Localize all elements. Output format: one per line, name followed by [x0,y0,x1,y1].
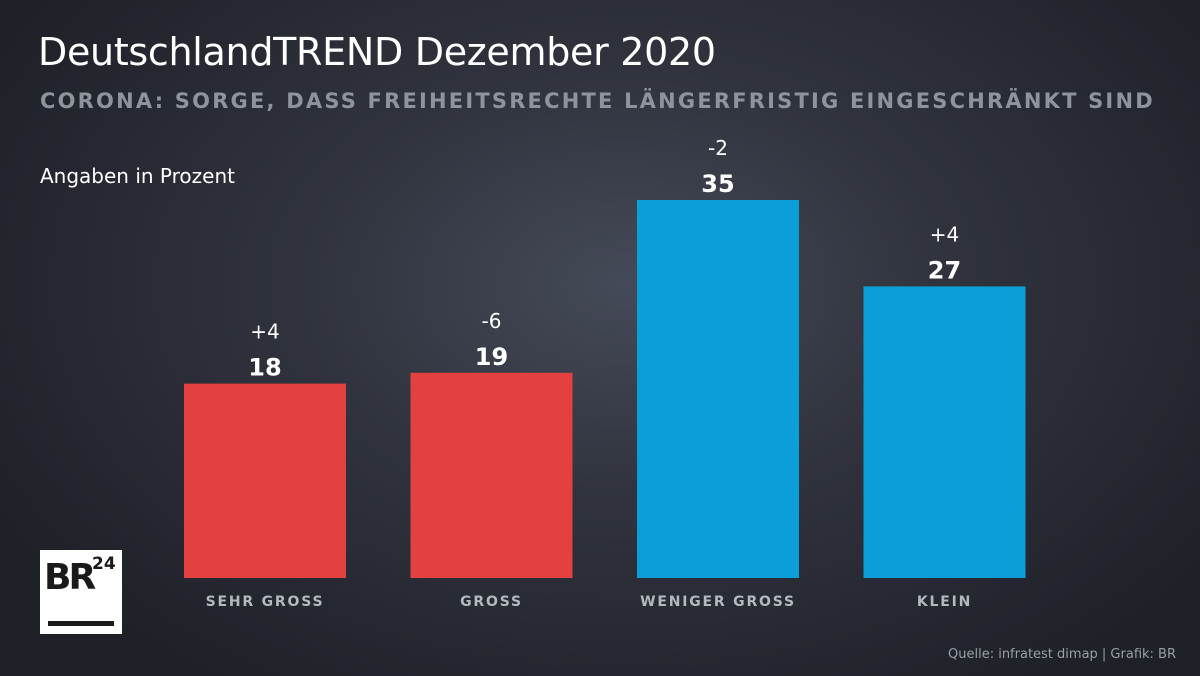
category-label: KLEIN [917,594,972,610]
value-label: 27 [928,256,961,284]
change-label: +4 [930,222,959,246]
category-label: SEHR GROSS [206,594,325,610]
change-label: -6 [482,309,502,333]
bar [184,383,346,578]
value-label: 19 [475,343,508,371]
category-label: WENIGER GROSS [640,594,796,610]
change-label: -2 [708,136,728,160]
logo-text: BR [44,557,96,598]
category-label: GROSS [460,594,523,610]
value-label: 35 [701,170,734,198]
bar [637,200,799,578]
change-label: +4 [250,320,279,344]
chart-subtitle: CORONA: SORGE, DASS FREIHEITSRECHTE LÄNG… [40,89,1155,113]
bar [410,372,573,578]
unit-note: Angaben in Prozent [40,164,235,188]
source-note: Quelle: infratest dimap | Grafik: BR [948,647,1176,662]
logo-superscript: 24 [92,554,116,574]
bar [863,286,1026,578]
br24-logo: BR 24 [40,550,122,634]
logo-bar [48,621,114,626]
chart-title: DeutschlandTREND Dezember 2020 [38,30,716,74]
value-label: 18 [248,354,281,382]
